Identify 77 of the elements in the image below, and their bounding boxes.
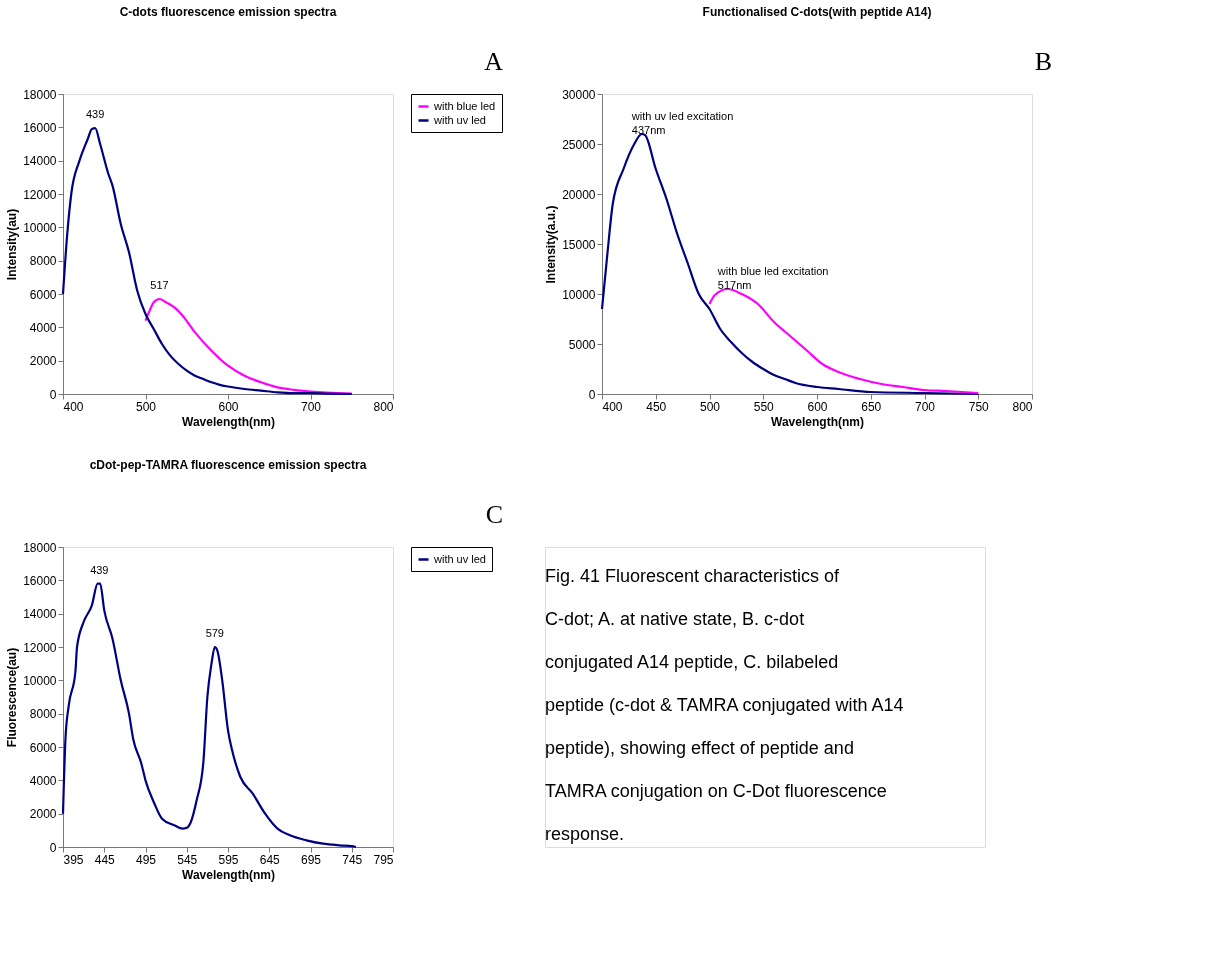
- x-tick-label: 700: [300, 399, 322, 414]
- y-tick-label: 12000: [23, 640, 57, 655]
- y-tick-label: 4000: [29, 773, 57, 788]
- y-tick-label: 0: [588, 387, 596, 402]
- x-tick-label: 595: [218, 852, 239, 867]
- line-series: [61, 582, 357, 849]
- y-axis-title: Fluorescence(au): [5, 647, 20, 748]
- x-tick-label: 400: [602, 399, 623, 414]
- x-tick-label: 795: [373, 852, 394, 867]
- chart-title: cDot-pep-TAMRA fluorescence emission spectra: [89, 458, 367, 472]
- y-axis-title: Intensity(a.u.): [544, 205, 559, 284]
- x-axis-title: Wavelength(nm): [771, 414, 864, 429]
- y-tick-label: 0: [49, 840, 57, 855]
- text: C: [485, 500, 503, 529]
- y-tick-label: 2000: [29, 807, 57, 822]
- y-tick-label: 12000: [23, 187, 57, 202]
- x-axis-title: Wavelength(nm): [182, 414, 275, 429]
- annotation: 439: [90, 563, 109, 576]
- y-tick-label: 25000: [562, 137, 596, 152]
- y-tick-label: 6000: [29, 740, 57, 755]
- text: Fig. 41 Fluorescent characteristics of C-dot; A. at native state, B. c-dot conjugated A14 peptide, C. bilabeled peptide (c-dot & TAMRA conjugated with A14 peptide), showing effect of peptide and TAMRA conjugation on C-Dot fluorescence response.: [545, 566, 904, 844]
- chart-title: Functionalised C-dots(with peptide A14): [702, 5, 932, 19]
- y-tick-label: 8000: [29, 254, 57, 269]
- y-tick-label: 2000: [29, 354, 57, 369]
- legend-label: with uv led: [433, 113, 486, 126]
- legend-label: with uv led: [433, 552, 486, 565]
- y-tick-label: 14000: [23, 154, 57, 169]
- y-tick-label: 18000: [23, 540, 57, 555]
- x-tick-label: 500: [135, 399, 157, 414]
- x-tick-label: 745: [342, 852, 363, 867]
- x-tick-label: 495: [135, 852, 157, 867]
- x-tick-label: 395: [63, 852, 84, 867]
- y-tick-label: 0: [49, 387, 57, 402]
- x-tick-label: 700: [914, 399, 936, 414]
- y-tick-label: 14000: [23, 607, 57, 622]
- x-tick-label: 800: [1012, 399, 1033, 414]
- x-tick-label: 500: [699, 399, 721, 414]
- legend-label: with blue led: [433, 99, 496, 112]
- y-tick-label: 5000: [568, 337, 596, 352]
- x-tick-label: 545: [177, 852, 198, 867]
- x-tick-label: 645: [259, 852, 281, 867]
- text: A: [484, 47, 504, 76]
- annotation: 439: [86, 108, 105, 121]
- x-tick-label: 450: [646, 399, 667, 414]
- y-tick-label: 20000: [562, 187, 596, 202]
- y-tick-label: 4000: [29, 320, 57, 335]
- y-tick-label: 10000: [23, 220, 57, 235]
- line-series: [61, 127, 353, 396]
- annotation: with uv led excitation 437nm: [630, 110, 734, 136]
- x-tick-label: 800: [373, 399, 394, 414]
- y-tick-label: 8000: [29, 707, 57, 722]
- chart-title: C-dots fluorescence emission spectra: [119, 5, 337, 19]
- x-tick-label: 750: [968, 399, 990, 414]
- x-axis-title: Wavelength(nm): [182, 867, 275, 882]
- x-tick-label: 400: [63, 399, 84, 414]
- line-series: [144, 297, 353, 395]
- annotation: with blue led excitation 517nm: [716, 265, 829, 291]
- y-tick-label: 30000: [562, 87, 596, 102]
- y-tick-label: 6000: [29, 287, 57, 302]
- y-axis-title: Intensity(au): [5, 208, 20, 281]
- y-tick-label: 10000: [562, 287, 596, 302]
- line-series: [600, 132, 980, 396]
- y-tick-label: 18000: [23, 87, 57, 102]
- x-tick-label: 445: [94, 852, 116, 867]
- x-tick-label: 600: [218, 399, 239, 414]
- y-tick-label: 16000: [23, 120, 57, 135]
- y-tick-label: 15000: [562, 237, 596, 252]
- x-tick-label: 650: [861, 399, 882, 414]
- x-tick-label: 550: [753, 399, 775, 414]
- x-tick-label: 600: [807, 399, 828, 414]
- y-tick-label: 10000: [23, 673, 57, 688]
- x-tick-label: 695: [300, 852, 322, 867]
- y-tick-label: 16000: [23, 573, 57, 588]
- annotation: 517: [150, 279, 169, 291]
- line-series: [708, 287, 980, 395]
- text: B: [1034, 47, 1052, 76]
- annotation: 579: [205, 627, 224, 639]
